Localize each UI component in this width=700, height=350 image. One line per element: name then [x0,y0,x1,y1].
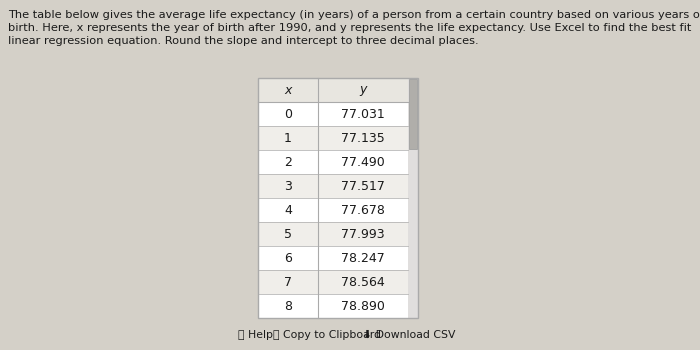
Text: 7: 7 [284,275,292,288]
Text: 1: 1 [284,132,292,145]
Bar [258,78,408,102]
Text: ⧉ Copy to Clipboard: ⧉ Copy to Clipboard [273,330,381,340]
Text: 77.031: 77.031 [341,107,385,120]
Text: ⓘ Help: ⓘ Help [238,330,273,340]
Text: linear regression equation. Round the slope and intercept to three decimal place: linear regression equation. Round the sl… [8,36,479,46]
Text: birth. Here, x represents the year of birth after 1990, and y represents the lif: birth. Here, x represents the year of bi… [8,23,692,33]
Text: 77.993: 77.993 [341,228,385,240]
Bar [258,150,408,174]
Bar [258,222,408,246]
Bar [258,246,408,270]
Text: 6: 6 [284,252,292,265]
Bar [258,174,408,198]
Bar [258,126,408,150]
Text: 4: 4 [284,203,292,217]
Text: ⬇ Download CSV: ⬇ Download CSV [363,330,456,340]
Bar [408,78,418,318]
Text: 77.490: 77.490 [341,155,385,168]
Bar [258,198,408,222]
Text: 78.247: 78.247 [341,252,385,265]
Text: 77.517: 77.517 [341,180,385,193]
Text: 77.135: 77.135 [341,132,385,145]
Bar [409,79,417,149]
Text: y: y [359,84,367,97]
Bar [258,78,418,318]
Bar [258,102,408,126]
Text: 3: 3 [284,180,292,193]
Text: The table below gives the average life expectancy (in years) of a person from a : The table below gives the average life e… [8,10,700,20]
Text: 5: 5 [284,228,292,240]
Bar [258,270,408,294]
Text: x: x [284,84,292,97]
Text: 8: 8 [284,300,292,313]
Text: 2: 2 [284,155,292,168]
Bar [258,294,408,318]
Text: 0: 0 [284,107,292,120]
Text: 78.564: 78.564 [341,275,385,288]
Text: 77.678: 77.678 [341,203,385,217]
Text: 78.890: 78.890 [341,300,385,313]
